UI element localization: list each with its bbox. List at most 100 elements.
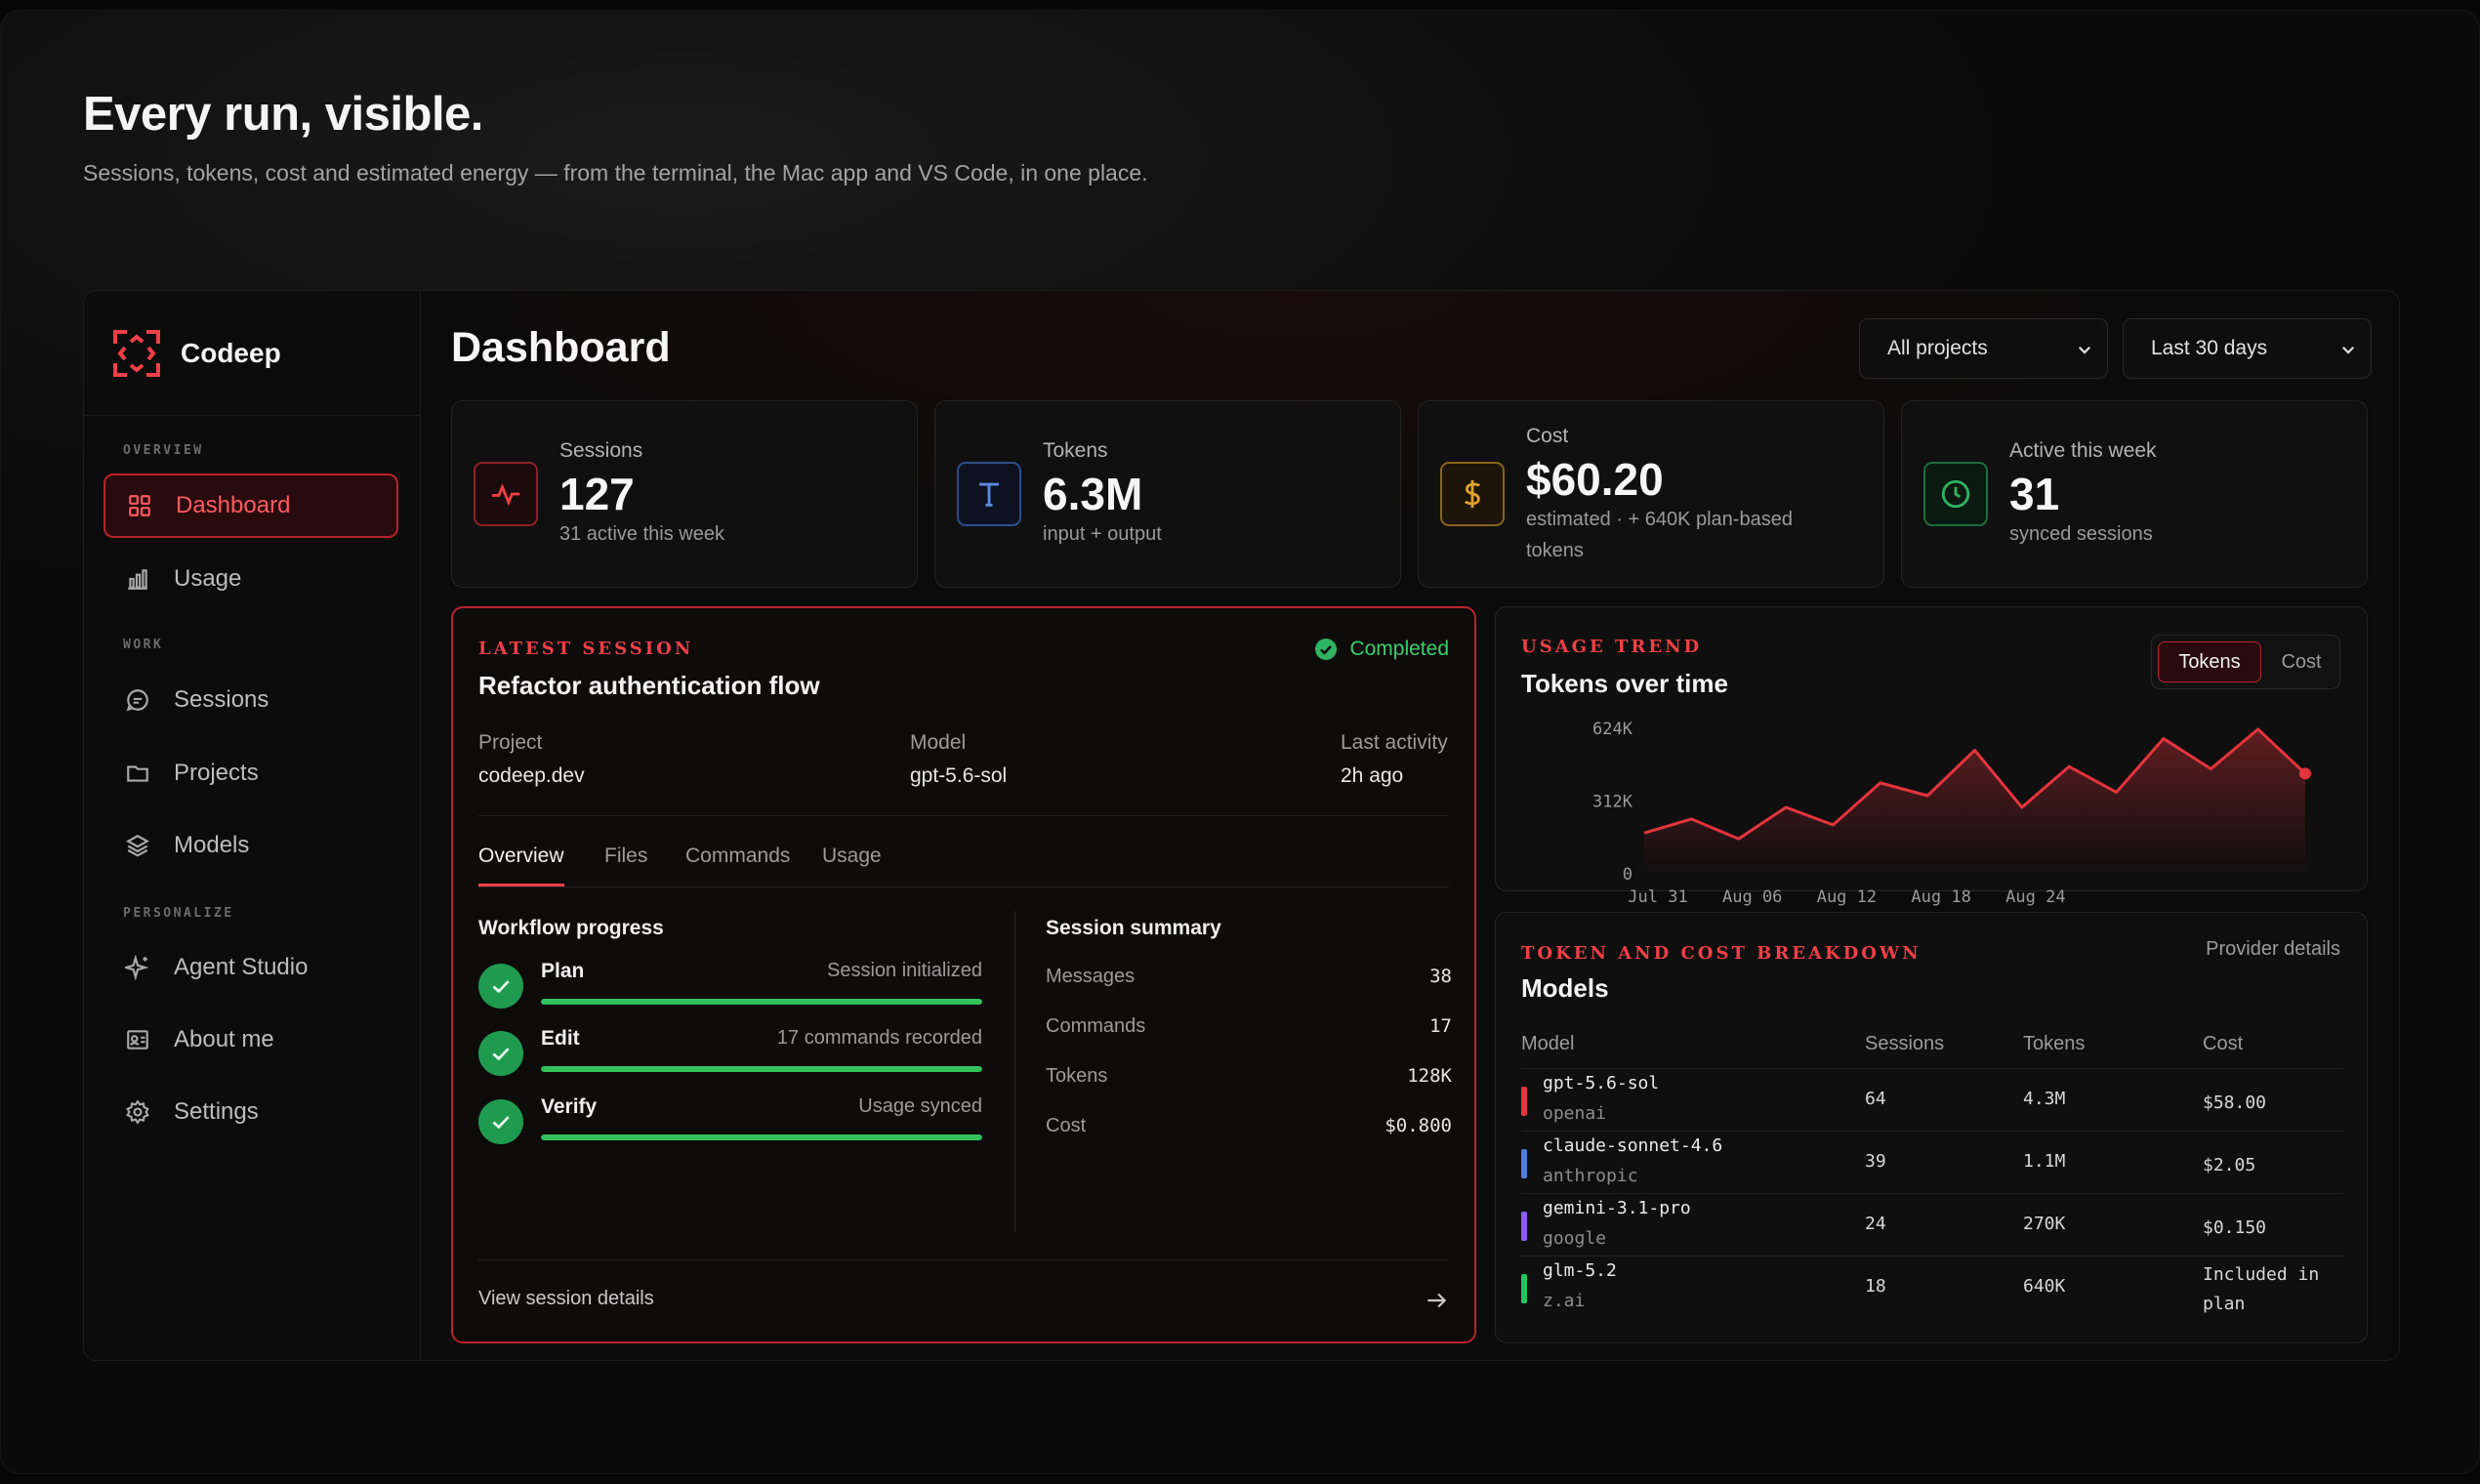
x-tick-label: Jul 31	[1628, 887, 1687, 907]
step-note: Usage synced	[858, 1095, 982, 1117]
usage-trend-eyebrow: USAGE TREND	[1521, 637, 1703, 657]
model-tokens: 4.3M	[2023, 1089, 2066, 1109]
project-filter-select[interactable]: All projects	[1859, 318, 2108, 379]
step-name: Plan	[541, 960, 585, 982]
stat-sub: 31 active this week	[559, 523, 724, 545]
brand-name: Codeep	[181, 338, 281, 368]
sidebar-item-sessions[interactable]: Sessions	[103, 668, 398, 732]
stat-sub: synced sessions	[2009, 523, 2153, 545]
model-value: gpt-5.6-sol	[910, 764, 1008, 787]
models-eyebrow: TOKEN AND COST BREAKDOWN	[1521, 943, 1922, 964]
table-row[interactable]: gpt-5.6-sol openai 64 4.3M $58.00	[1521, 1068, 2343, 1131]
sidebar-item-usage[interactable]: Usage	[103, 547, 398, 611]
workflow-step-plan: Plan Session initialized	[478, 958, 982, 1016]
summary-value: 128K	[1407, 1065, 1452, 1087]
step-progress-bar	[541, 1134, 982, 1140]
y-tick-label: 624K	[1592, 720, 1633, 739]
date-range-select[interactable]: Last 30 days	[2123, 318, 2372, 379]
sidebar-item-label: Settings	[174, 1098, 259, 1125]
project-filter-value: All projects	[1887, 337, 1988, 359]
toggle-cost[interactable]: Cost	[2281, 650, 2322, 673]
sidebar-item-projects[interactable]: Projects	[103, 741, 398, 805]
model-tokens: 1.1M	[2023, 1151, 2066, 1172]
divider	[478, 1259, 1449, 1260]
bar-chart-icon	[128, 569, 147, 590]
sparkle-icon	[125, 955, 149, 980]
sidebar-item-models[interactable]: Models	[103, 813, 398, 878]
view-session-details-label: View session details	[478, 1288, 654, 1309]
toggle-tokens[interactable]: Tokens	[2158, 641, 2261, 682]
x-tick-label: Aug 06	[1722, 887, 1782, 907]
stat-sub: estimated · + 640K plan-based tokens	[1526, 509, 1793, 561]
workflow-title: Workflow progress	[478, 917, 664, 939]
stat-sub: input + output	[1043, 523, 1162, 545]
model-cost: $2.05	[2203, 1155, 2256, 1175]
t-letter-icon	[957, 462, 1021, 526]
sidebar-item-label: Agent Studio	[174, 954, 309, 980]
metric-toggle: Tokens Cost	[2151, 635, 2340, 689]
model-color-swatch	[1521, 1087, 1527, 1116]
table-row[interactable]: gemini-3.1-pro google 24 270K $0.150	[1521, 1193, 2343, 1256]
model-cost: $0.150	[2203, 1217, 2267, 1238]
model-color-swatch	[1521, 1212, 1527, 1241]
model-provider: z.ai	[1543, 1291, 1586, 1311]
tab-usage[interactable]: Usage	[822, 845, 882, 867]
sidebar-item-label: Dashboard	[176, 492, 291, 518]
model-name: claude-sonnet-4.6	[1543, 1135, 1723, 1156]
stat-value: 127	[559, 469, 635, 519]
page-title: Dashboard	[451, 324, 671, 371]
section-label-work: WORK	[123, 638, 164, 652]
model-name: gemini-3.1-pro	[1543, 1198, 1691, 1218]
stat-label: Active this week	[2009, 439, 2157, 462]
tab-overview[interactable]: Overview	[478, 845, 564, 867]
sidebar-item-dashboard[interactable]: Dashboard	[103, 474, 398, 538]
table-row[interactable]: glm-5.2 z.ai 18 640K Included in plan	[1521, 1256, 2343, 1318]
codeep-logo-icon	[113, 330, 160, 377]
sidebar-item-about-me[interactable]: About me	[103, 1008, 398, 1072]
view-session-details-link[interactable]: View session details	[478, 1272, 1449, 1331]
activity-value: 2h ago	[1341, 764, 1404, 787]
workflow-step-verify: Verify Usage synced	[478, 1093, 982, 1152]
chevron-down-icon	[2341, 346, 2355, 354]
app-window: Codeep OVERVIEW Dashboard Usage WORK Ses…	[83, 290, 2400, 1361]
summary-value: $0.800	[1385, 1115, 1452, 1136]
check-icon	[478, 964, 523, 1009]
check-circle-icon	[1315, 639, 1338, 660]
tab-commands[interactable]: Commands	[685, 845, 791, 867]
grid-icon	[129, 495, 150, 516]
step-name: Verify	[541, 1095, 598, 1118]
page-frame: Every run, visible. Sessions, tokens, co…	[0, 10, 2480, 1474]
column-header-model: Model	[1521, 1033, 1575, 1054]
step-note: 17 commands recorded	[776, 1027, 982, 1049]
tab-files[interactable]: Files	[604, 845, 648, 867]
stat-value: 6.3M	[1043, 469, 1143, 519]
stat-card-cost: Cost $60.20 estimated · + 640K plan-base…	[1418, 400, 1884, 588]
y-tick-label: 0	[1623, 865, 1633, 885]
dollar-icon	[1440, 462, 1505, 526]
model-provider: google	[1543, 1228, 1607, 1249]
sidebar-item-settings[interactable]: Settings	[103, 1080, 398, 1144]
x-tick-label: Aug 12	[1817, 887, 1877, 907]
model-cost: $58.00	[2203, 1092, 2267, 1113]
chevron-down-icon	[2078, 346, 2091, 354]
provider-details-link[interactable]: Provider details	[2206, 938, 2340, 960]
step-progress-fill	[541, 1134, 982, 1140]
check-icon	[478, 1031, 523, 1076]
stat-label: Sessions	[559, 439, 643, 462]
model-provider: openai	[1543, 1103, 1607, 1124]
sidebar-item-agent-studio[interactable]: Agent Studio	[103, 935, 398, 1000]
section-label-overview: OVERVIEW	[123, 443, 204, 458]
status-badge: Completed	[1314, 638, 1449, 661]
step-progress-fill	[541, 1066, 982, 1072]
summary-value: 17	[1429, 1015, 1452, 1037]
clock-icon	[1923, 462, 1988, 526]
sidebar-item-label: Projects	[174, 760, 259, 786]
table-row[interactable]: claude-sonnet-4.6 anthropic 39 1.1M $2.05	[1521, 1131, 2343, 1193]
stat-card-tokens: Tokens 6.3M input + output	[934, 400, 1401, 588]
active-tab-indicator	[478, 884, 564, 886]
column-header-sessions: Sessions	[1865, 1033, 1945, 1054]
sidebar: Codeep OVERVIEW Dashboard Usage WORK Ses…	[84, 291, 421, 1360]
sidebar-item-label: About me	[174, 1026, 274, 1052]
model-sessions: 24	[1865, 1214, 1886, 1234]
